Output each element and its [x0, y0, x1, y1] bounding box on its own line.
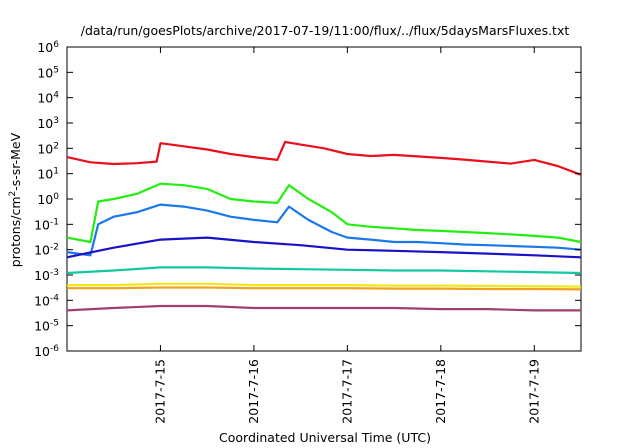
y-tick-label: 105: [37, 65, 59, 80]
y-tick-label: 101: [37, 167, 59, 182]
y-tick-label: 10-4: [34, 293, 59, 308]
x-tick-label: 2017-7-15: [152, 359, 167, 424]
y-tick-label-exp: -6: [50, 344, 59, 354]
series-line-2: [66, 182, 582, 244]
y-tick-label-exp: 4: [53, 91, 59, 101]
y-tick-label-base: 10: [34, 217, 50, 232]
x-tick-label: 2017-7-18: [433, 359, 448, 424]
y-tick-label: 106: [37, 40, 59, 55]
y-tick-label: 104: [37, 91, 59, 106]
y-tick-label-exp: 1: [53, 167, 59, 177]
series-line-1: [66, 140, 582, 176]
y-tick-label: 100: [37, 192, 59, 207]
series-line-3: [66, 203, 582, 257]
series-line-6: [67, 282, 582, 288]
y-tick-label: 102: [37, 141, 59, 156]
y-tick-label: 10-5: [34, 319, 59, 334]
series-line-5: [66, 266, 582, 275]
y-tick-label-exp: 0: [53, 192, 59, 202]
y-axis: 10-610-510-410-310-210-11001011021031041…: [34, 40, 581, 359]
y-tick-label-base: 10: [37, 65, 53, 80]
y-tick-label-base: 10: [37, 40, 53, 55]
y-tick-label: 103: [37, 116, 59, 131]
y-axis-label-base: protons/cm: [8, 196, 23, 267]
series-line-7: [67, 286, 582, 291]
y-axis-label-sup: 2: [8, 191, 18, 197]
y-tick-label-base: 10: [37, 116, 53, 131]
x-tick-label: 2017-7-19: [526, 359, 541, 424]
y-tick-label-exp: -2: [50, 243, 59, 253]
plot-frame: [66, 46, 582, 352]
y-tick-label-base: 10: [34, 243, 50, 258]
y-tick-label-exp: -3: [50, 268, 59, 278]
y-tick-label: 10-2: [34, 243, 59, 258]
y-tick-label-exp: 3: [53, 116, 59, 126]
y-tick-label-base: 10: [34, 344, 50, 359]
y-tick-label-base: 10: [37, 192, 53, 207]
y-tick-label: 10-6: [34, 344, 59, 359]
y-tick-label-exp: -4: [50, 293, 59, 303]
y-tick-label-exp: 5: [53, 65, 59, 75]
series-layer: [66, 140, 582, 312]
y-tick-label: 10-1: [34, 217, 59, 232]
y-tick-label-base: 10: [37, 141, 53, 156]
y-tick-label: 10-3: [34, 268, 59, 283]
series-line-4: [66, 236, 582, 259]
y-tick-label-exp: 6: [53, 40, 59, 50]
y-tick-label-base: 10: [34, 293, 50, 308]
y-tick-label-base: 10: [37, 91, 53, 106]
x-axis-label: Coordinated Universal Time (UTC): [219, 430, 431, 445]
y-tick-label-base: 10: [37, 167, 53, 182]
y-tick-label-base: 10: [34, 268, 50, 283]
x-tick-label: 2017-7-17: [339, 359, 354, 424]
x-axis: 2017-7-15 2017-7-16 2017-7-17 2017-7-18 2017…: [152, 47, 541, 424]
plot-border: [66, 46, 582, 352]
y-tick-label-exp: -5: [50, 319, 59, 329]
y-tick-label-exp: -1: [50, 217, 59, 227]
y-axis-label: protons/cm2-s-sr-MeV: [8, 132, 23, 267]
y-axis-label-rest: -s-sr-MeV: [8, 132, 23, 190]
y-tick-label-base: 10: [34, 319, 50, 334]
series-line-8: [66, 304, 581, 312]
y-tick-label-exp: 2: [53, 141, 59, 151]
chart-title: /data/run/goesPlots/archive/2017-07-19/1…: [81, 23, 570, 38]
x-tick-label: 2017-7-16: [246, 359, 261, 424]
